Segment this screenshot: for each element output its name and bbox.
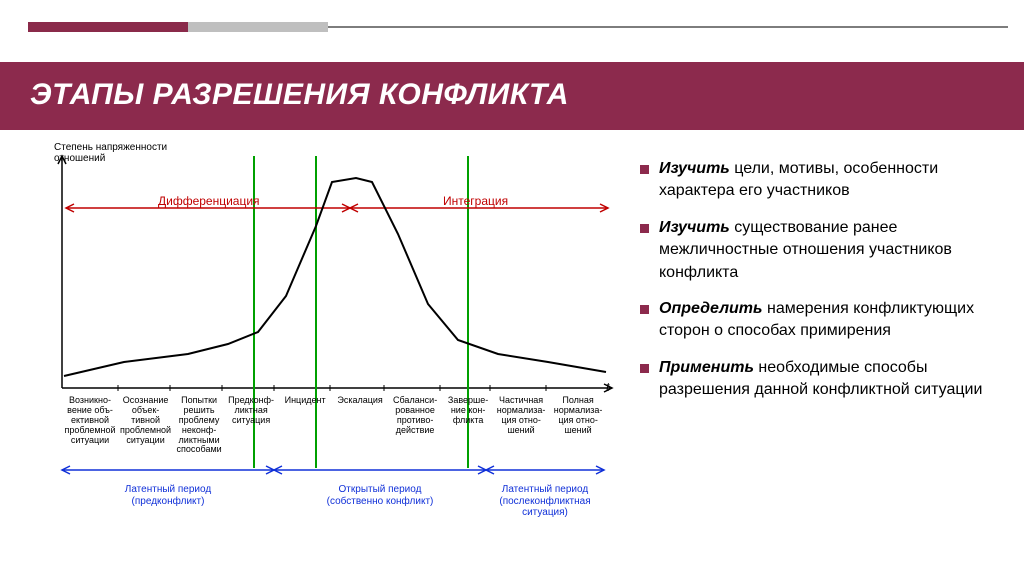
period-label: Открытый период(собственно конфликт) (274, 472, 486, 519)
period-label: Латентный период(предконфликт) (62, 472, 274, 519)
bullet-item: Изучить существование ранее межличностны… (640, 217, 1000, 284)
bullet-item: Применить необходимые способы разрешения… (640, 357, 1000, 402)
phase-label-diff: Дифференциация (158, 194, 260, 208)
stage-label: Сбаланси-рованноепротиво-действие (387, 396, 443, 455)
bullet-text: Применить необходимые способы разрешения… (659, 357, 1000, 402)
bullet-text: Изучить существование ранее межличностны… (659, 217, 1000, 284)
stage-label: Заверше-ние кон-фликта (443, 396, 493, 455)
content-area: Степень напряженностиотношенийtДифференц… (0, 148, 1024, 574)
conflict-stages-chart: Степень напряженностиотношенийtДифференц… (28, 148, 628, 544)
period-label: Латентный период(послеконфликтная ситуац… (486, 472, 604, 519)
page-title: ЭТАПЫ РАЗРЕШЕНИЯ КОНФЛИКТА (0, 62, 1024, 112)
stage-label: Инцидент (277, 396, 333, 455)
stage-label: Осознаниеобъек-тивнойпроблемнойситуации (118, 396, 173, 455)
bullet-text: Изучить цели, мотивы, особенности характ… (659, 158, 1000, 203)
decor-line (328, 26, 1008, 28)
stage-label: Полнаянормализа-ция отно-шений (549, 396, 607, 455)
bullet-text: Определить намерения конфликтующих сторо… (659, 298, 1000, 343)
title-bar: ЭТАПЫ РАЗРЕШЕНИЯ КОНФЛИКТА (0, 62, 1024, 130)
stage-label: Эскалация (333, 396, 387, 455)
bullet-icon (640, 224, 649, 233)
decor-accent-bar (28, 22, 188, 32)
chart-area: Степень напряженностиотношенийtДифференц… (0, 148, 640, 574)
bullet-icon (640, 364, 649, 373)
stage-label: Возникно-вение объ-ективнойпроблемнойсит… (62, 396, 118, 455)
bullet-list: Изучить цели, мотивы, особенности характ… (640, 148, 1024, 574)
phase-label-int: Интеграция (443, 194, 508, 208)
bullet-icon (640, 305, 649, 314)
stage-labels: Возникно-вение объ-ективнойпроблемнойсит… (62, 396, 610, 455)
stage-label: Частичнаянормализа-ция отно-шений (493, 396, 549, 455)
bullet-item: Определить намерения конфликтующих сторо… (640, 298, 1000, 343)
stage-label: Предконф-ликтнаяситуация (225, 396, 277, 455)
bullet-item: Изучить цели, мотивы, особенности характ… (640, 158, 1000, 203)
bullet-icon (640, 165, 649, 174)
top-decor (0, 22, 1024, 32)
period-labels: Латентный период(предконфликт)Открытый п… (62, 472, 610, 519)
decor-gray-bar (188, 22, 328, 32)
stage-label: Попыткирешитьпроблемунеконф-ликтнымиспос… (173, 396, 225, 455)
